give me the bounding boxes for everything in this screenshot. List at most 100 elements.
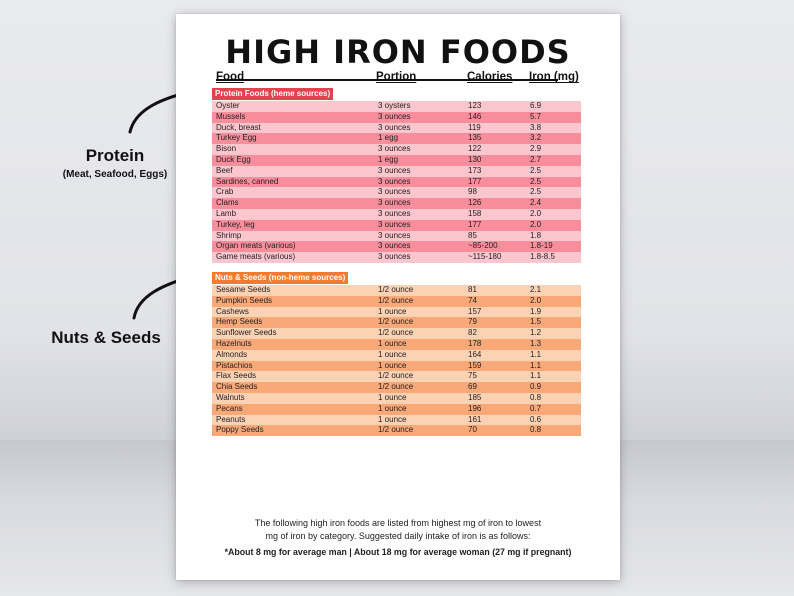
calories-cell: 158	[468, 208, 482, 218]
iron-cell: 2.1	[530, 285, 542, 294]
food-cell: Pistachios	[216, 360, 253, 370]
table-row: Poppy Seeds 1/2 ounce 70 0.8	[212, 425, 581, 437]
column-header-iron: Iron (mg)	[529, 71, 579, 83]
food-cell: Crab	[216, 187, 234, 197]
iron-cell: 0.8	[530, 425, 542, 435]
table-row: Clams 3 ounces 126 2.4	[212, 198, 581, 209]
portion-cell: 3 ounces	[378, 122, 411, 132]
portion-cell: 3 ounces	[378, 144, 411, 154]
table-row: Organ meats (various) 3 ounces ~85-200 1.8-…	[212, 241, 581, 253]
iron-cell: 1.1	[530, 371, 542, 381]
food-cell: Sunflower Seeds	[216, 328, 277, 338]
food-cell: Flax Seeds	[216, 371, 257, 381]
calories-cell: 135	[468, 133, 482, 143]
table-row: Game meats (various) 3 ounces ~115-180 1.8-…	[212, 252, 581, 263]
calories-cell: 123	[468, 101, 482, 110]
portion-cell: 1/2 ounce	[378, 328, 414, 338]
calories-cell: 122	[468, 144, 482, 154]
food-cell: Sardines, canned	[216, 176, 279, 186]
food-cell: Turkey Egg	[216, 133, 257, 143]
calories-cell: ~115-180	[468, 252, 502, 262]
portion-cell: 1 ounce	[378, 414, 407, 424]
calories-cell: 185	[468, 392, 482, 402]
portion-cell: 3 ounces	[378, 252, 411, 262]
iron-cell: 2.0	[530, 219, 542, 229]
table-row: Beef 3 ounces 173 2.5	[212, 165, 581, 177]
portion-cell: 3 ounces	[378, 219, 411, 229]
footer-note-line2: mg of iron by category. Suggested daily …	[265, 531, 531, 541]
calories-cell: 196	[468, 403, 482, 413]
food-cell: Sesame Seeds	[216, 285, 271, 294]
table-row: Flax Seeds 1/2 ounce 75 1.1	[212, 371, 581, 383]
iron-cell: 0.8	[530, 392, 542, 402]
portion-cell: 1 egg	[378, 133, 399, 143]
table-row: Duck, breast 3 ounces 119 3.8	[212, 122, 581, 134]
portion-cell: 3 ounces	[378, 208, 411, 218]
iron-cell: 6.9	[530, 101, 542, 110]
table-row: Cashews 1 ounce 157 1.9	[212, 306, 581, 318]
protein-table: Oyster 3 oysters 123 6.9 Mussels 3 ounces 146 5…	[212, 101, 581, 263]
iron-cell: 2.0	[530, 208, 542, 218]
food-cell: Almonds	[216, 349, 248, 359]
food-cell: Mussels	[216, 111, 246, 121]
table-row: Sunflower Seeds 1/2 ounce 82 1.2	[212, 328, 581, 339]
calories-cell: 74	[468, 295, 477, 305]
iron-cell: 1.1	[530, 349, 542, 359]
iron-cell: 3.2	[530, 133, 542, 143]
portion-cell: 1/2 ounce	[378, 295, 414, 305]
portion-cell: 3 ounces	[378, 241, 411, 251]
column-header-portion: Portion	[376, 71, 417, 83]
portion-cell: 3 ounces	[378, 187, 411, 197]
page-title: HIGH IRON FOODS	[225, 33, 571, 71]
portion-cell: 3 oysters	[378, 101, 411, 110]
protein-annotation-subtitle: (Meat, Seafood, Eggs)	[62, 169, 168, 180]
nuts-table: Sesame Seeds 1/2 ounce 81 2.1 Pumpkin Seeds 1…	[212, 285, 581, 437]
portion-cell: 1/2 ounce	[378, 317, 414, 327]
portion-cell: 1 ounce	[378, 349, 407, 359]
calories-cell: 157	[468, 306, 482, 316]
iron-cell: 1.8	[530, 230, 542, 240]
iron-cell: 2.4	[530, 198, 542, 208]
table-row: Turkey Egg 1 egg 135 3.2	[212, 133, 581, 145]
iron-cell: 3.8	[530, 122, 542, 132]
food-cell: Chia Seeds	[216, 382, 258, 392]
iron-cell: 2.7	[530, 154, 542, 164]
portion-cell: 1 ounce	[378, 360, 407, 370]
calories-cell: 81	[468, 285, 477, 294]
table-row: Mussels 3 ounces 146 5.7	[212, 111, 581, 123]
calories-cell: 69	[468, 382, 477, 392]
iron-cell: 1.3	[530, 338, 542, 348]
calories-cell: 82	[468, 328, 477, 338]
food-cell: Walnuts	[216, 392, 245, 402]
calories-cell: 70	[468, 425, 477, 435]
table-row: Sesame Seeds 1/2 ounce 81 2.1	[212, 285, 581, 296]
table-row: Walnuts 1 ounce 185 0.8	[212, 392, 581, 404]
nuts-annotation: Nuts & Seeds	[36, 328, 176, 348]
food-cell: Clams	[216, 198, 239, 208]
portion-cell: 3 ounces	[378, 230, 411, 240]
iron-cell: 2.5	[530, 176, 542, 186]
calories-cell: 173	[468, 165, 482, 175]
food-cell: Game meats (various)	[216, 252, 296, 262]
column-header-food: Food	[216, 71, 245, 83]
portion-cell: 3 ounces	[378, 198, 411, 208]
table-row: Almonds 1 ounce 164 1.1	[212, 349, 581, 361]
iron-cell: 1.8-8.5	[530, 252, 555, 262]
nuts-section: Nuts & Seeds (non-heme sources) Sesame S…	[212, 267, 581, 437]
table-row: Chia Seeds 1/2 ounce 69 0.9	[212, 382, 581, 393]
iron-cell: 2.5	[530, 187, 542, 197]
calories-cell: 79	[468, 317, 477, 327]
table-row: Pecans 1 ounce 196 0.7	[212, 403, 581, 415]
flyer-sheet: HIGH IRON FOODS Food Portion Calories Ir…	[176, 14, 620, 580]
column-header-calories: Calories	[467, 71, 513, 83]
calories-cell: 159	[468, 360, 482, 370]
section-label-protein: Protein Foods (heme sources)	[212, 88, 334, 100]
portion-cell: 1 ounce	[378, 392, 407, 402]
food-cell: Organ meats (various)	[216, 241, 296, 251]
footer-note-line1: The following high iron foods are listed…	[254, 518, 542, 528]
iron-cell: 2.0	[530, 295, 542, 305]
title-divider	[216, 79, 558, 81]
iron-cell: 0.6	[530, 414, 542, 424]
portion-cell: 1 egg	[378, 154, 399, 164]
calories-cell: 75	[468, 371, 477, 381]
